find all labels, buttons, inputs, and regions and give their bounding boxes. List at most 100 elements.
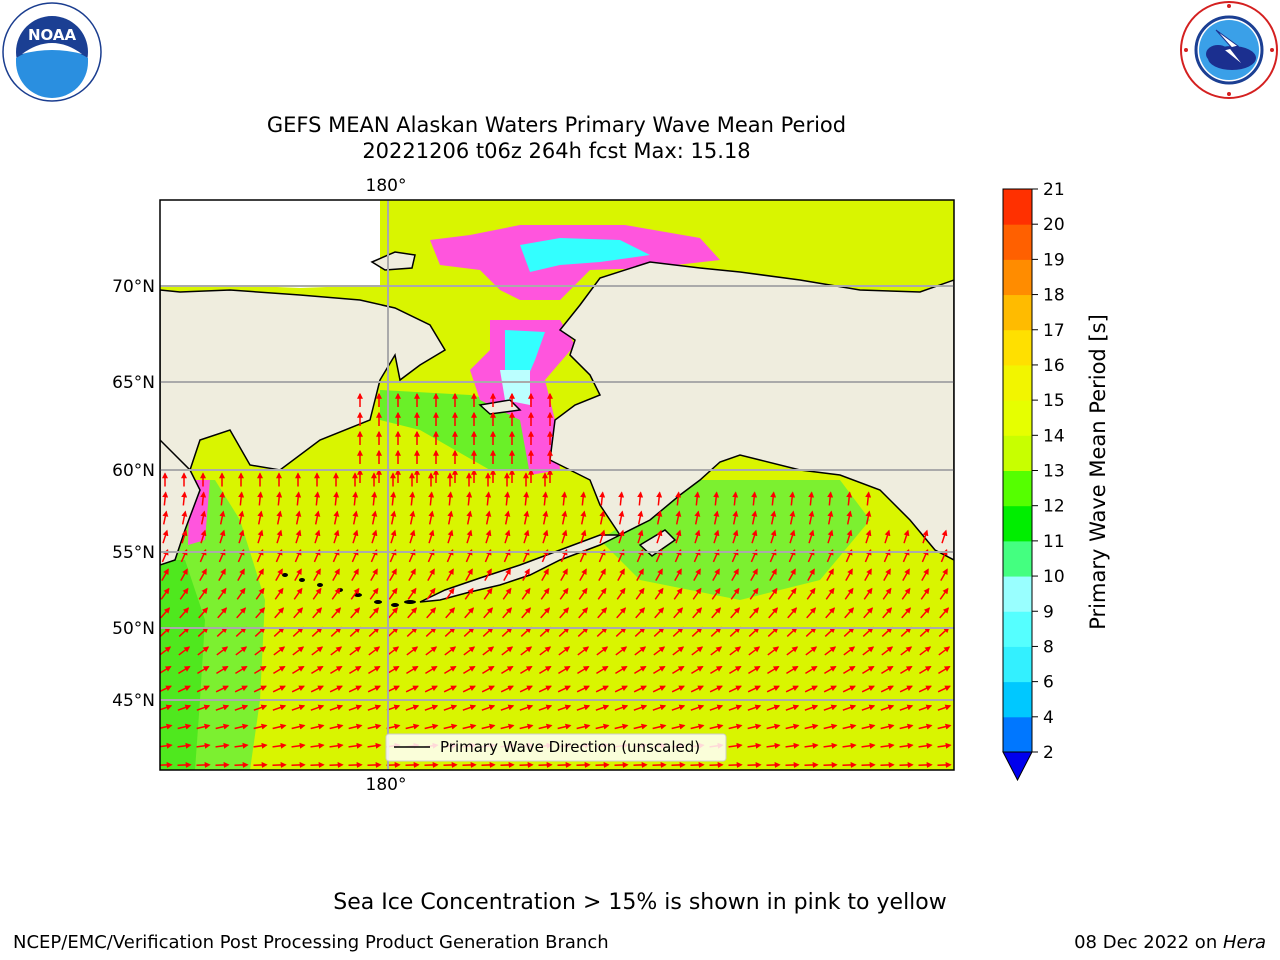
wave-arrow bbox=[257, 510, 264, 525]
wave-arrow bbox=[558, 626, 570, 637]
wave-arrow bbox=[766, 704, 781, 711]
wave-arrow bbox=[312, 607, 323, 619]
wave-arrow bbox=[235, 626, 247, 637]
wave-arrow bbox=[405, 704, 420, 711]
wave-arrow bbox=[786, 626, 798, 637]
wave-arrow bbox=[501, 646, 514, 656]
lat-label-70: 70°N bbox=[112, 277, 155, 297]
wave-arrow bbox=[691, 626, 703, 637]
wave-arrow bbox=[425, 646, 438, 656]
colorbar-segment bbox=[1003, 716, 1032, 753]
wave-arrow bbox=[652, 685, 666, 693]
wave-arrow bbox=[273, 665, 286, 675]
wave-arrow bbox=[805, 665, 818, 675]
wave-arrow bbox=[728, 742, 743, 749]
wave-arrow bbox=[405, 685, 419, 693]
footer-host: Hera bbox=[1222, 932, 1266, 953]
wave-arrow bbox=[465, 568, 473, 582]
wave-arrow bbox=[557, 723, 572, 730]
wave-arrow bbox=[447, 491, 454, 506]
colorbar-segment bbox=[1003, 400, 1032, 436]
wave-arrow bbox=[197, 646, 210, 656]
wave-arrow bbox=[599, 529, 606, 544]
wave-arrow bbox=[691, 665, 704, 675]
wave-arrow bbox=[808, 491, 815, 506]
wave-arrow bbox=[939, 607, 950, 619]
wave-arrow bbox=[557, 704, 572, 711]
colorbar-label: Primary Wave Mean Period [s] bbox=[1086, 314, 1110, 630]
wave-arrow bbox=[276, 510, 283, 525]
wave-arrow bbox=[197, 665, 210, 675]
wave-arrow bbox=[634, 626, 646, 637]
wave-arrow bbox=[616, 587, 626, 600]
wave-arrow bbox=[273, 626, 285, 637]
colorbar-segment bbox=[1003, 259, 1032, 296]
wave-arrow bbox=[369, 607, 380, 619]
wave-arrow bbox=[311, 665, 324, 675]
wave-arrow bbox=[311, 646, 324, 656]
colorbar-segment bbox=[1003, 364, 1032, 401]
wave-arrow bbox=[540, 607, 551, 619]
wave-arrow bbox=[901, 607, 912, 619]
wave-arrow bbox=[178, 646, 191, 656]
wave-arrow bbox=[386, 685, 400, 693]
wave-arrow bbox=[253, 723, 268, 730]
wave-arrow bbox=[673, 607, 684, 619]
colorbar-tick-label: 11 bbox=[1043, 532, 1065, 552]
wave-arrow bbox=[614, 685, 628, 693]
wave-arrow bbox=[671, 704, 686, 711]
wave-arrow bbox=[842, 685, 856, 693]
wave-arrow bbox=[501, 626, 513, 637]
wave-arrow bbox=[922, 529, 929, 544]
colorbar-under-arrow bbox=[1002, 751, 1033, 782]
lat-label-50: 50°N bbox=[112, 619, 155, 639]
wave-arrow bbox=[862, 626, 874, 637]
wave-arrow bbox=[424, 685, 438, 693]
wave-arrow bbox=[311, 626, 323, 637]
wave-arrow bbox=[179, 587, 189, 600]
wave-arrow bbox=[598, 568, 606, 582]
wave-arrow bbox=[538, 723, 553, 730]
colorbar-tick-label: 10 bbox=[1043, 567, 1065, 587]
wave-arrow bbox=[768, 607, 779, 619]
wave-arrow bbox=[350, 607, 361, 619]
wave-arrow bbox=[843, 646, 856, 656]
wave-arrow bbox=[216, 626, 228, 637]
wave-arrow bbox=[329, 742, 344, 749]
wave-arrow bbox=[485, 510, 492, 525]
wave-arrow bbox=[880, 742, 895, 749]
wave-arrow bbox=[463, 646, 476, 656]
wave-arrow bbox=[291, 723, 306, 730]
wave-arrow bbox=[690, 685, 704, 693]
wave-arrow bbox=[671, 685, 685, 693]
wave-arrow bbox=[198, 587, 208, 600]
wave-arrow bbox=[500, 723, 515, 730]
wave-arrow bbox=[447, 529, 454, 544]
wave-arrow bbox=[234, 685, 248, 693]
wave-arrow bbox=[614, 704, 629, 711]
colorbar-segment bbox=[1003, 540, 1032, 577]
wave-arrow bbox=[464, 587, 474, 600]
wave-arrow bbox=[824, 626, 836, 637]
wave-arrow bbox=[368, 646, 381, 656]
wave-arrow bbox=[747, 685, 761, 693]
wave-arrow bbox=[424, 704, 439, 711]
wave-arrow bbox=[371, 510, 378, 525]
wave-arrow bbox=[937, 704, 952, 711]
wave-arrow bbox=[728, 704, 743, 711]
wave-arrow bbox=[161, 568, 169, 582]
wave-arrow bbox=[314, 491, 321, 506]
wave-arrow bbox=[444, 665, 457, 675]
wave-arrow bbox=[406, 646, 419, 656]
wave-arrow bbox=[466, 510, 473, 525]
wave-arrow bbox=[409, 529, 416, 544]
wave-arrow bbox=[273, 646, 286, 656]
wave-arrow bbox=[637, 491, 644, 506]
wave-arrow bbox=[310, 723, 325, 730]
wave-arrow bbox=[842, 742, 857, 749]
wave-arrow bbox=[903, 529, 910, 544]
chart-subtitle: 20221206 t06z 264h fcst Max: 15.18 bbox=[362, 139, 751, 163]
footer-date: 08 Dec 2022 on Hera bbox=[1074, 932, 1266, 953]
colorbar-tick-label: 4 bbox=[1043, 708, 1054, 728]
wave-arrow bbox=[653, 646, 666, 656]
